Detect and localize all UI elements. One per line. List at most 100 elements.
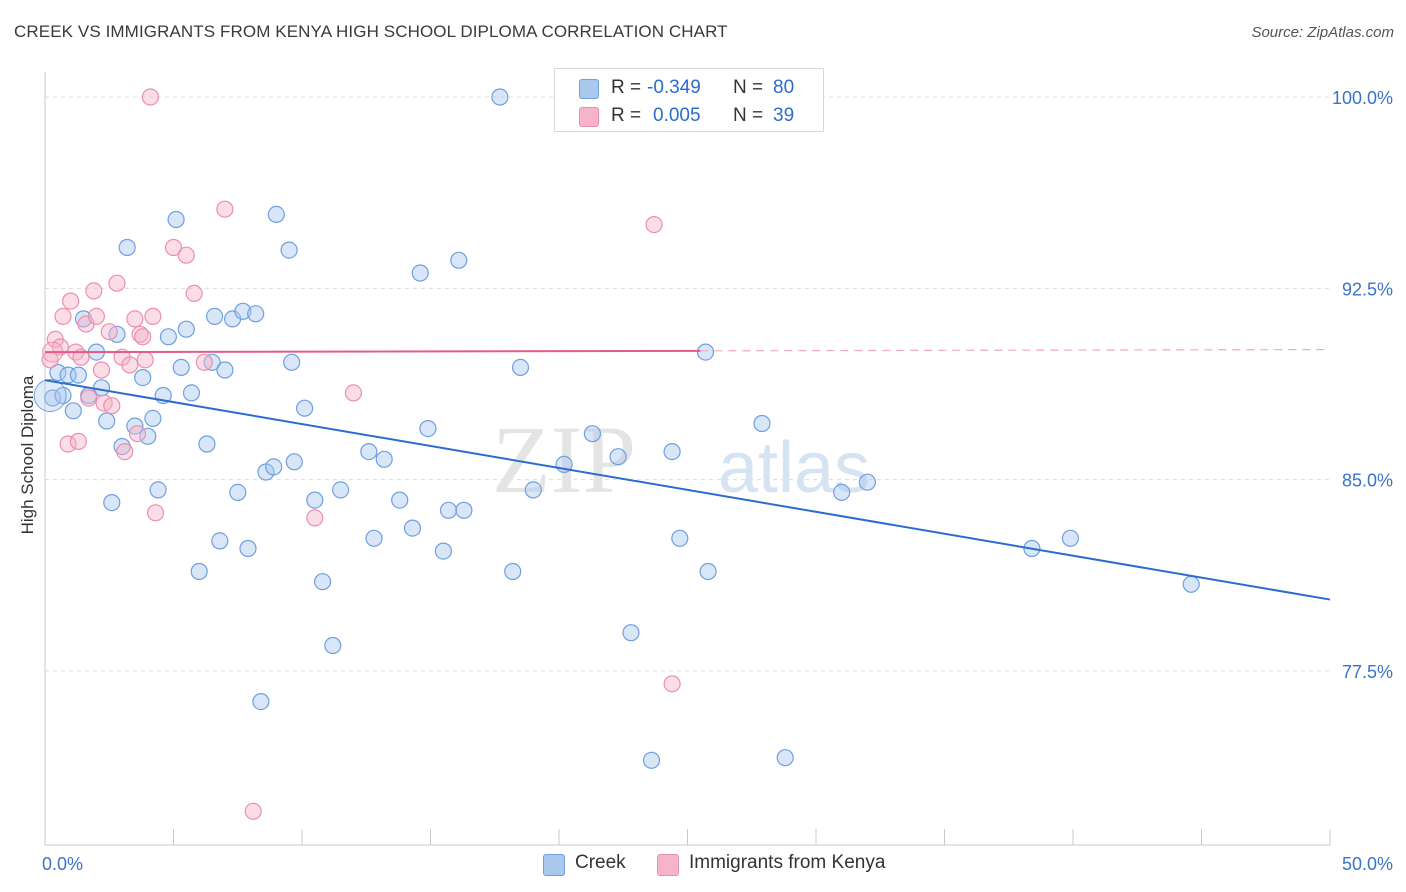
legend-label: Immigrants from Kenya [689, 852, 886, 873]
n-label: N = [733, 77, 764, 98]
creek-point [332, 481, 350, 499]
kenya-point [164, 238, 183, 257]
creek-point [247, 305, 265, 323]
creek-point [696, 343, 715, 361]
kenya-point [134, 328, 152, 346]
creek-point [434, 542, 452, 560]
kenya-trend-line [44, 349, 701, 354]
creek-point [365, 529, 383, 547]
kenya-point [108, 274, 126, 292]
creek-point [159, 328, 177, 346]
creek-swatch [579, 79, 599, 99]
n-value: 80 [773, 77, 795, 98]
kenya-point [663, 675, 681, 693]
kenya-point [244, 802, 262, 820]
creek-point [583, 425, 602, 443]
creek-point [314, 573, 332, 591]
creek-point [858, 473, 877, 491]
creek-point-cluster [33, 378, 67, 412]
x-tick-labels: 0.0% 50.0% [42, 854, 1393, 874]
creek-point [139, 427, 157, 445]
kenya-point [85, 282, 103, 300]
creek-point [134, 369, 152, 387]
kenya-legend-swatch [657, 854, 679, 876]
kenya-point [344, 384, 362, 402]
x-tick-label: 0.0% [42, 854, 83, 874]
creek-point [44, 389, 62, 407]
n-value: 39 [773, 105, 795, 126]
kenya-point [92, 361, 111, 379]
creek-point [98, 412, 116, 430]
creek-point [1061, 529, 1080, 547]
kenya-point [306, 509, 324, 527]
kenya-point [126, 310, 144, 328]
kenya-point [54, 307, 72, 325]
kenya-point [69, 432, 88, 450]
creek-point [172, 358, 190, 376]
creek-point [439, 501, 458, 519]
creek-point [252, 692, 270, 711]
kenya-point [645, 216, 663, 234]
creek-point [206, 307, 224, 325]
creek-point [49, 363, 67, 382]
creek-point [642, 751, 661, 769]
kenya-point [72, 348, 90, 366]
creek-point [283, 353, 301, 371]
creek-point [54, 386, 72, 405]
creek-points [33, 88, 1200, 769]
kenya-point [177, 246, 195, 264]
creek-point [450, 251, 468, 269]
creek-point [524, 481, 542, 499]
creek-point [491, 88, 509, 106]
creek-point [103, 494, 121, 512]
creek-legend-swatch [543, 854, 565, 876]
kenya-point [141, 88, 159, 106]
kenya-point [62, 292, 80, 310]
watermark-atlas: atlas [718, 428, 870, 508]
kenya-point [144, 307, 162, 325]
creek-point [375, 450, 393, 468]
creek-point [285, 453, 303, 471]
creek-point [216, 361, 234, 379]
creek-point [411, 264, 429, 282]
creek-point [455, 501, 473, 519]
kenya-point [216, 200, 234, 218]
r-value: 0.005 [653, 105, 701, 126]
r-value: -0.349 [647, 77, 701, 98]
kenya-point [146, 504, 165, 522]
creek-point [360, 443, 378, 461]
kenya-swatch [579, 107, 599, 127]
creek-point [149, 481, 167, 499]
kenya-point [100, 323, 118, 341]
kenya-trend-extension [700, 348, 1331, 352]
creek-point [753, 414, 771, 433]
creek-point [622, 624, 640, 642]
creek-point [265, 458, 283, 476]
y-tick-label: 100.0% [1332, 88, 1393, 108]
creek-point [234, 302, 252, 320]
creek-point [504, 562, 522, 581]
creek-point [403, 519, 422, 537]
n-label: N = [733, 105, 764, 126]
creek-point [267, 205, 285, 223]
kenya-point [59, 435, 77, 453]
creek-point [64, 402, 82, 420]
creek-point [198, 435, 216, 453]
y-tick-label: 85.0% [1342, 471, 1393, 491]
kenya-points [41, 88, 681, 820]
watermark-zip: ZIP [492, 406, 636, 513]
creek-point [190, 562, 208, 581]
creek-point [391, 491, 409, 509]
creek-point [511, 358, 530, 376]
grid-lines [45, 96, 1330, 672]
creek-point [229, 483, 247, 501]
creek-point [211, 532, 229, 550]
y-tick-label: 92.5% [1342, 279, 1393, 299]
creek-point [776, 749, 794, 767]
trend-lines [44, 348, 1331, 601]
source-note: Source: ZipAtlas.com [1251, 24, 1394, 41]
creek-point [663, 443, 681, 461]
series-legend: Creek Immigrants from Kenya [0, 852, 1406, 876]
r-label: R = [611, 77, 642, 98]
y-tick-labels: 100.0% 92.5% 85.0% 77.5% [1332, 88, 1393, 682]
